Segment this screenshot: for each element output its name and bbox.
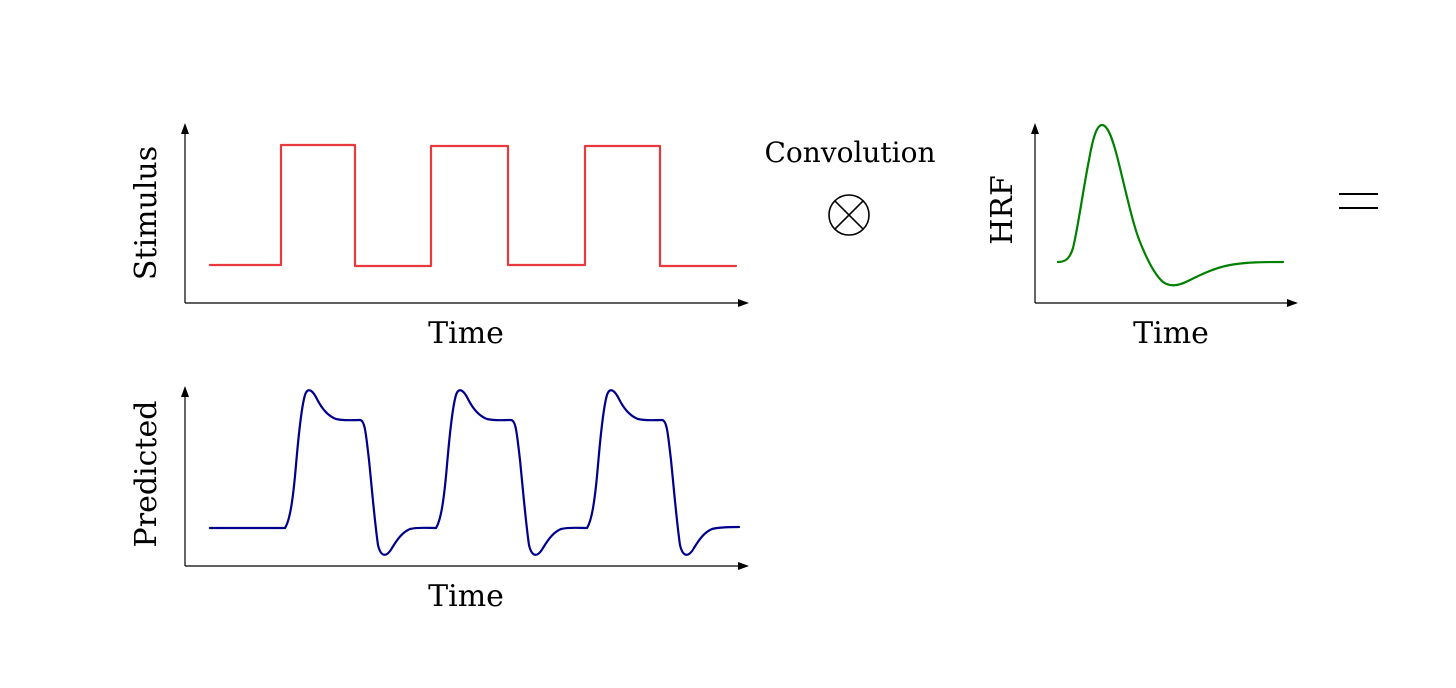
predicted-y-label: Predicted [129,401,164,548]
stimulus-y-label: Stimulus [129,146,164,280]
predicted-x-label: Time [428,579,504,614]
stimulus-boxcar-line [208,143,738,268]
stimulus-panel: Time Stimulus [129,123,749,351]
predicted-y-arrow [181,386,189,397]
predicted-x-arrow [738,562,749,570]
convolution-label: Convolution [764,136,935,169]
predicted-response-line [208,389,741,556]
hrf-x-label: Time [1133,316,1209,351]
hrf-curve-line [1056,123,1285,287]
stimulus-x-arrow [738,299,749,307]
hrf-panel: Time HRF [985,123,1298,351]
equals-icon [1339,193,1378,209]
hrf-x-arrow [1287,299,1298,307]
predicted-panel: Time Predicted [129,386,749,614]
stimulus-x-label: Time [428,316,504,351]
convolution-operator: Convolution [764,136,936,236]
stimulus-y-arrow [181,123,189,134]
hrf-y-label: HRF [985,175,1020,245]
hrf-y-arrow [1031,123,1039,134]
convolution-symbol-icon [828,194,870,236]
